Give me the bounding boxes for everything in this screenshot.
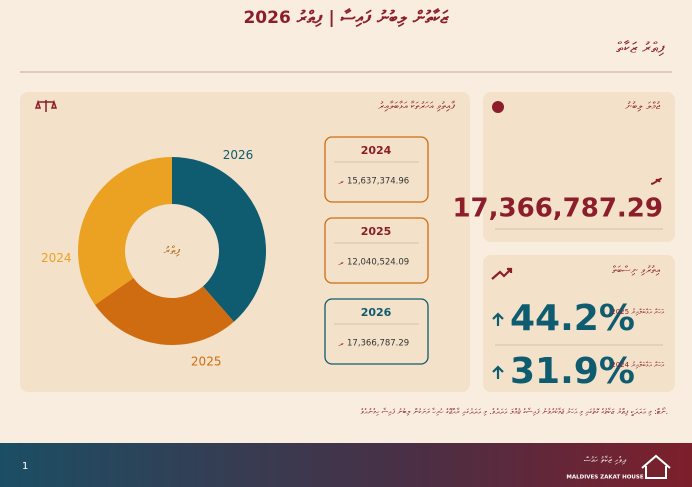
logo-icon	[641, 454, 671, 479]
slice-label: 2024	[41, 251, 72, 265]
growth-title: އިތުރުވި ނިސްބަތް	[612, 265, 661, 276]
slice-label: 2025	[191, 354, 222, 368]
coins-icon	[492, 101, 504, 113]
growth-value: 44.2%	[510, 298, 635, 339]
growth-card	[483, 255, 675, 392]
donut-slice	[77, 157, 172, 305]
total-title: ޖުމްލަ ލިބުނު	[625, 101, 661, 112]
year-card-title: 2025	[361, 225, 392, 238]
year-card-title: 2026	[361, 306, 392, 319]
growth-value: 31.9%	[510, 351, 635, 392]
year-card-title: 2024	[361, 144, 392, 157]
currency-symbol: ރ	[338, 340, 344, 350]
chart-title: ފާއިތުވި އަހަރުތަކާ އަޅާބަލާއިރު	[378, 101, 455, 112]
growth-label: 2025 އަހަރާ އަޅާބަލާއިރު	[611, 307, 665, 316]
growth-label: 2024 އަހަރާ އަޅާބަލާއިރު	[611, 360, 665, 369]
up-arrow	[492, 365, 504, 379]
year-card	[324, 298, 429, 365]
donut-slice	[94, 277, 234, 345]
donut-center-label: ފިޠްރު	[164, 244, 181, 257]
currency-symbol: ރ	[650, 170, 662, 191]
footer-bar	[0, 443, 692, 487]
up-arrow	[492, 312, 504, 326]
section-title: ފިޠްރު ޒަކާތް	[616, 39, 665, 57]
scales-icon	[34, 99, 58, 112]
currency-symbol: ރ	[338, 178, 344, 188]
year-card-value: 15,637,374.96	[347, 177, 409, 187]
year-card-value: 17,366,787.29	[347, 339, 409, 349]
year-card-value: 12,040,524.09	[347, 258, 409, 268]
year-card	[324, 136, 429, 203]
page-title: ޒަކާތުން ލިބުނު ފައިސާ | ފިޠްރު 2026	[243, 8, 449, 28]
currency-symbol: ރ	[338, 259, 344, 269]
donut-slice	[172, 157, 266, 322]
trend-icon	[491, 267, 513, 280]
org-name: MALDIVES ZAKAT HOUSE	[566, 475, 643, 481]
year-card	[324, 217, 429, 284]
slice-label: 2026	[223, 148, 254, 162]
org-local: ދިވެހި ޒަކާތު ހައުސް	[584, 456, 627, 465]
page-number: 1	[22, 461, 28, 472]
total-value: 17,366,787.29	[452, 194, 663, 224]
footnote: ނޯޓް: މި ޢަދަދަކީ ފިޠްރު ޒަކާތުގެ ގޮތުގަ…	[361, 406, 668, 417]
total-card	[483, 92, 675, 242]
